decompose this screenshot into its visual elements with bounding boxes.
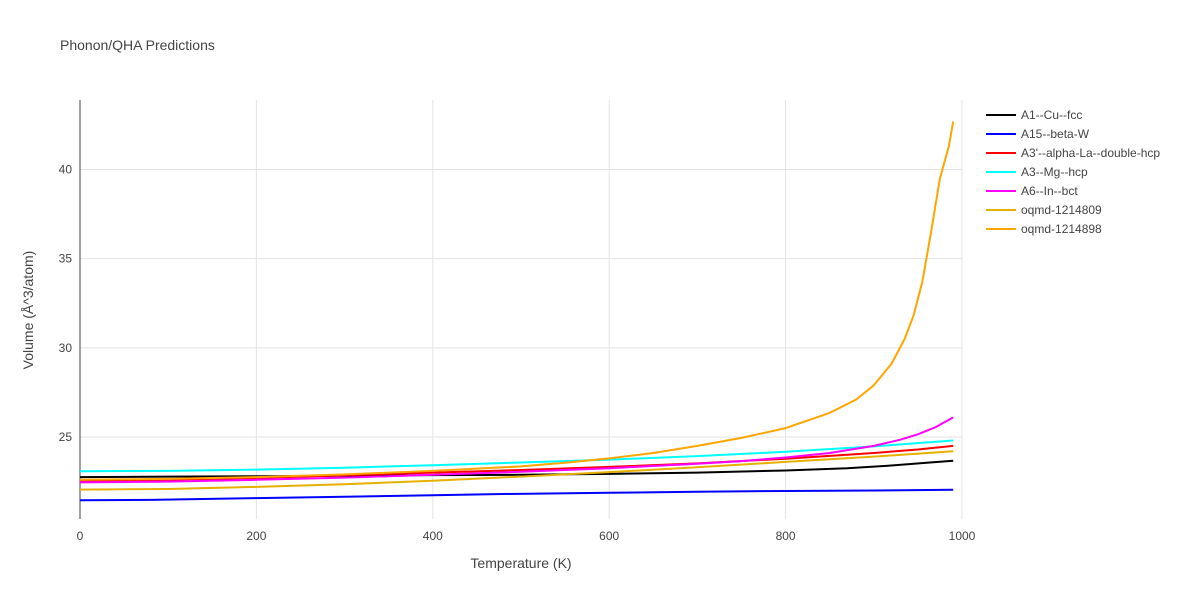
- series-line: [79, 488, 954, 502]
- series-line: [79, 450, 954, 491]
- y-tick-label: 30: [59, 341, 73, 355]
- legend-entry-label: A15--beta-W: [1021, 127, 1090, 141]
- chart-title: Phonon/QHA Predictions: [60, 37, 215, 53]
- x-tick-label: 600: [599, 529, 619, 543]
- legend-entry-label: A3--Mg--hcp: [1021, 165, 1088, 179]
- legend-entry-label: A1--Cu--fcc: [1021, 108, 1082, 122]
- legend: A1--Cu--fcc A15--beta-W A3'--alpha-La--dou…: [986, 108, 1160, 236]
- series-line: [79, 416, 954, 484]
- y-tick-labels: 25 30 35 40: [59, 163, 73, 444]
- x-tick-labels: 0 200 400 600 800 1000: [77, 529, 976, 543]
- x-tick-label: 1000: [949, 529, 976, 543]
- legend-entry-label: A6--In--bct: [1021, 184, 1078, 198]
- y-tick-label: 40: [59, 163, 73, 177]
- x-tick-label: 400: [423, 529, 443, 543]
- x-tick-label: 200: [246, 529, 266, 543]
- y-tick-label: 35: [59, 252, 73, 266]
- series-lines: [79, 121, 955, 502]
- grid-layer: [80, 100, 963, 519]
- x-tick-label: 800: [776, 529, 796, 543]
- series-line: [79, 121, 955, 481]
- legend-entry-label: oqmd-1214898: [1021, 222, 1102, 236]
- legend-entry-label: A3'--alpha-La--double-hcp: [1021, 146, 1160, 160]
- legend-entry-label: oqmd-1214809: [1021, 203, 1102, 217]
- y-axis-title: Volume (Å^3/atom): [20, 251, 36, 370]
- series-line: [79, 439, 954, 473]
- x-tick-label: 0: [77, 529, 84, 543]
- y-tick-label: 25: [59, 430, 73, 444]
- x-axis-title: Temperature (K): [470, 555, 571, 571]
